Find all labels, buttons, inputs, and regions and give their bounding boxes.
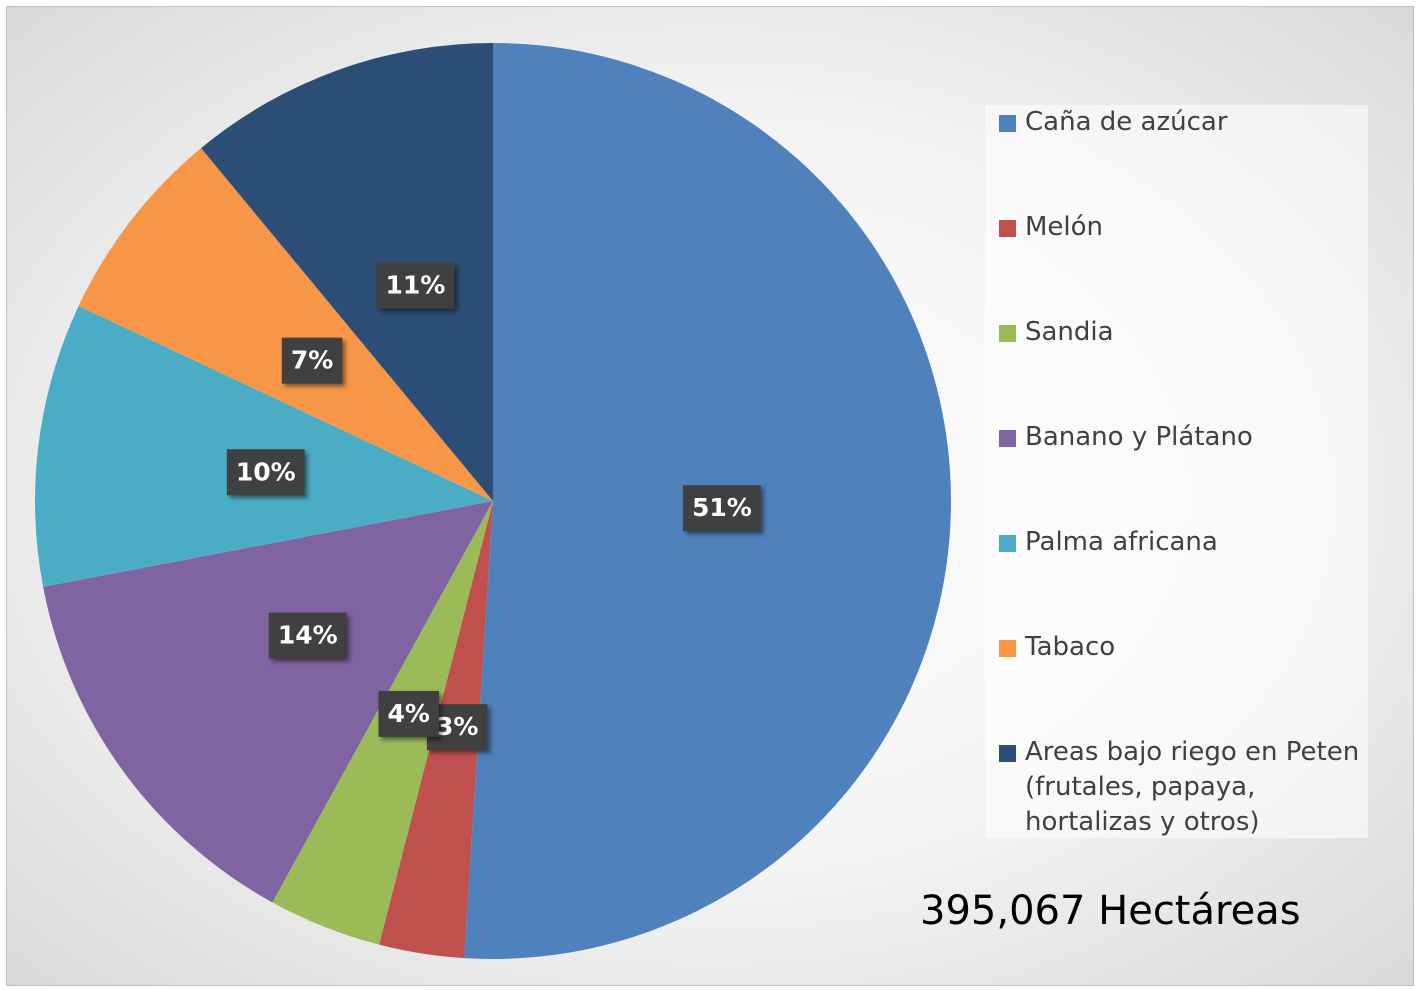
legend-swatch bbox=[999, 535, 1016, 552]
data-label-text: 3% bbox=[436, 712, 478, 741]
data-label-text: 4% bbox=[387, 699, 429, 728]
legend-label: Palma africana bbox=[1025, 527, 1218, 557]
legend: Caña de azúcar Melón Sandia Banano y Plátan… bbox=[985, 105, 1368, 838]
legend-swatch bbox=[999, 430, 1016, 447]
data-label-box bbox=[281, 337, 343, 384]
data-label: 3% bbox=[426, 704, 488, 751]
legend-item: Melón bbox=[999, 210, 1385, 245]
legend-label: Tabaco bbox=[1025, 632, 1116, 662]
legend-label: Banano y Plátano bbox=[1025, 422, 1253, 452]
pie-slice bbox=[78, 148, 494, 502]
data-label: 11% bbox=[376, 262, 455, 309]
data-label: 14% bbox=[268, 612, 347, 659]
annotation: 395,067 Hectáreas bbox=[920, 888, 1301, 934]
data-label-text: 10% bbox=[236, 457, 296, 486]
legend-item: Sandia bbox=[999, 315, 1385, 350]
data-label: 7% bbox=[281, 337, 343, 384]
legend-label: Areas bajo riego en Peten (frutales, pap… bbox=[1025, 737, 1360, 837]
data-label: 10% bbox=[226, 449, 305, 496]
data-label-text: 7% bbox=[291, 346, 333, 375]
data-label: 4% bbox=[378, 690, 439, 737]
legend-item: Tabaco bbox=[999, 630, 1385, 665]
data-label: 51% bbox=[682, 485, 761, 532]
legend-label: Melón bbox=[1025, 212, 1104, 242]
data-label-box bbox=[376, 262, 455, 309]
data-label-box bbox=[378, 690, 439, 737]
legend-item: Palma africana bbox=[999, 525, 1385, 560]
data-label-text: 51% bbox=[692, 493, 752, 522]
data-label-text: 11% bbox=[386, 271, 446, 300]
data-label-box bbox=[226, 449, 305, 496]
legend-label: Sandia bbox=[1025, 317, 1114, 347]
legend-label: Caña de azúcar bbox=[1025, 107, 1228, 137]
legend-item: Banano y Plátano bbox=[999, 420, 1385, 455]
legend-swatch bbox=[999, 745, 1016, 762]
legend-item: Areas bajo riego en Peten (frutales, pap… bbox=[999, 735, 1385, 840]
pie-slice bbox=[35, 305, 493, 587]
legend-item: Caña de azúcar bbox=[999, 105, 1385, 140]
legend-swatch bbox=[999, 640, 1016, 657]
pie-slice bbox=[201, 43, 493, 501]
legend-swatch bbox=[999, 325, 1016, 342]
legend-swatch bbox=[999, 220, 1016, 237]
data-label-box bbox=[268, 612, 347, 659]
legend-swatch bbox=[999, 115, 1016, 132]
data-label-box bbox=[682, 485, 761, 532]
data-label-text: 14% bbox=[278, 621, 338, 650]
pie-slice bbox=[43, 501, 494, 903]
